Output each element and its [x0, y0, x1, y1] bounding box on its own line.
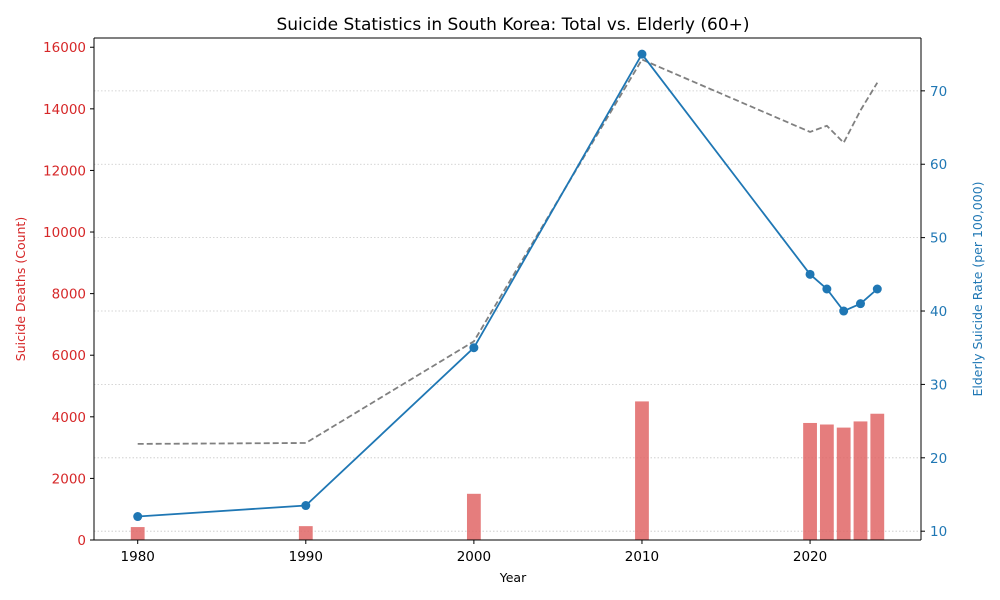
bar	[870, 413, 885, 540]
bar-series	[130, 401, 885, 540]
gridlines	[94, 90, 921, 532]
left-tick-label: 14000	[43, 102, 86, 118]
right-tick-label: 10	[930, 524, 947, 540]
bar	[803, 422, 817, 540]
bar	[466, 493, 481, 540]
x-axis-label: Year	[499, 570, 527, 585]
right-tick-label: 50	[930, 231, 947, 247]
elderly-rate-series	[133, 49, 882, 522]
bar	[298, 526, 313, 540]
right-tick-label: 70	[930, 84, 947, 100]
right-tick-label: 40	[930, 304, 947, 320]
rate-point	[133, 512, 143, 522]
x-tick-label: 1980	[121, 549, 155, 565]
total-dashed-line	[137, 58, 879, 445]
bar	[635, 401, 649, 540]
left-tick-label: 2000	[52, 471, 86, 487]
x-tick-label: 2010	[625, 549, 659, 565]
left-tick-label: 0	[77, 533, 86, 549]
rate-point	[637, 49, 647, 59]
left-tick-label: 4000	[52, 410, 86, 426]
rate-point	[469, 343, 479, 353]
left-tick-label: 8000	[52, 287, 86, 303]
left-tick-label: 10000	[43, 225, 86, 241]
right-tick-label: 60	[930, 157, 947, 173]
rate-point	[839, 306, 849, 316]
left-tick-label: 6000	[52, 348, 86, 364]
rate-point	[805, 269, 815, 279]
bar	[130, 527, 145, 540]
total-dashed-series	[137, 58, 879, 445]
x-tick-label: 2000	[457, 549, 491, 565]
rate-point	[872, 284, 882, 294]
right-y-axis-label: Elderly Suicide Rate (per 100,000)	[970, 181, 985, 396]
rate-line	[137, 52, 878, 518]
tick-labels: 0 2000 4000 6000 8000 10000 12000 14000 16000 10 2…	[43, 40, 947, 565]
rate-point	[855, 299, 865, 309]
left-y-axis-label: Suicide Deaths (Count)	[13, 217, 28, 361]
rate-point	[301, 501, 311, 511]
left-tick-label: 16000	[43, 40, 86, 56]
right-tick-label: 20	[930, 451, 947, 467]
bar	[836, 427, 851, 540]
chart-title: Suicide Statistics in South Korea: Total…	[276, 15, 749, 35]
x-tick-label: 1990	[289, 549, 323, 565]
right-tick-label: 30	[930, 377, 947, 393]
bar	[853, 421, 868, 540]
x-tick-label: 2020	[793, 549, 827, 565]
left-tick-label: 12000	[43, 163, 86, 179]
axes	[90, 37, 925, 544]
bar	[819, 424, 834, 540]
rate-point	[822, 284, 832, 294]
